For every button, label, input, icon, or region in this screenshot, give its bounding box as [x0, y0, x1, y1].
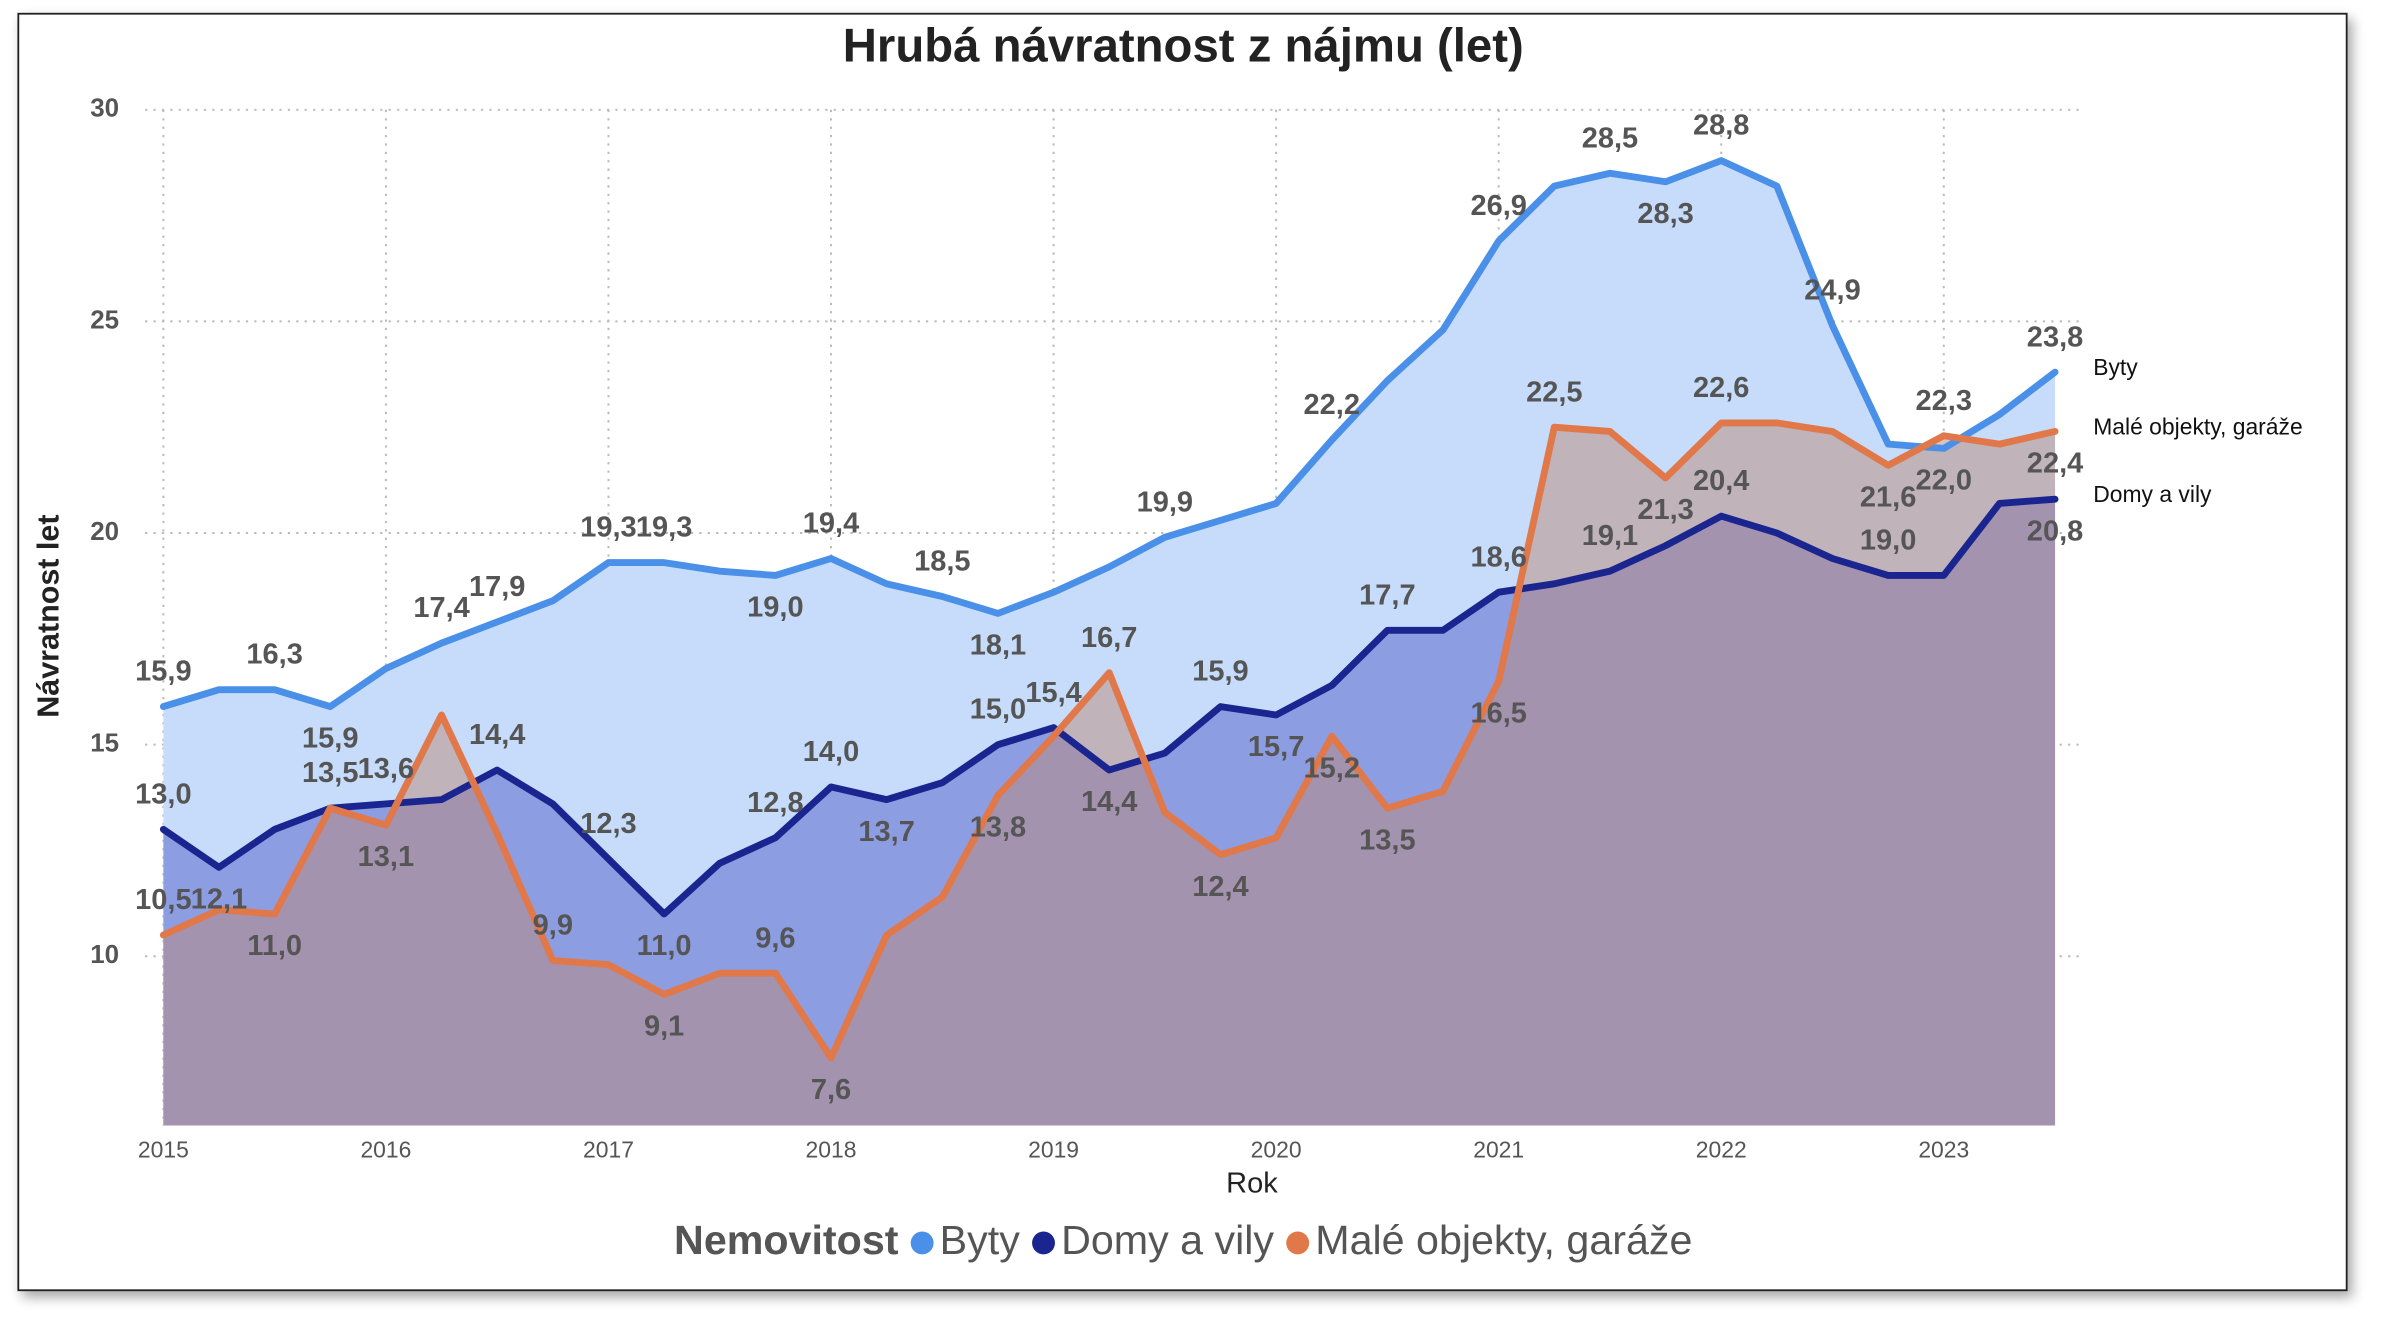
- data-label: 16,3: [246, 639, 302, 671]
- data-label: 12,4: [1192, 871, 1248, 903]
- y-tick-label: 10: [90, 941, 119, 969]
- data-label: 16,7: [1081, 622, 1137, 654]
- data-label: 19,1: [1582, 520, 1638, 552]
- data-label: 21,3: [1637, 494, 1693, 526]
- data-label: 18,5: [914, 546, 970, 578]
- y-axis-label: Návratnost let: [31, 515, 65, 718]
- legend-label: Domy a vily: [1061, 1217, 1274, 1263]
- legend-label: Byty: [940, 1217, 1021, 1263]
- data-label: 10,5: [135, 884, 191, 916]
- data-label: 9,9: [533, 910, 573, 942]
- data-label: 22,4: [2027, 448, 2083, 480]
- data-label: 14,0: [803, 736, 859, 768]
- data-label: 15,2: [1304, 752, 1360, 784]
- data-label: 17,4: [413, 592, 469, 624]
- data-label: 9,1: [644, 1011, 684, 1043]
- x-axis-label: Rok: [1226, 1168, 1278, 1200]
- data-label: 13,5: [1359, 824, 1415, 856]
- data-label: 18,1: [970, 630, 1026, 662]
- data-label: 28,5: [1582, 122, 1638, 154]
- y-tick-label: 15: [90, 730, 119, 758]
- data-label: 19,0: [747, 592, 803, 624]
- x-tick-label: 2017: [583, 1137, 634, 1163]
- data-label: 7,6: [811, 1074, 851, 1106]
- x-tick-label: 2019: [1028, 1137, 1079, 1163]
- x-tick-label: 2016: [360, 1137, 411, 1163]
- data-label: 24,9: [1804, 275, 1860, 307]
- data-label: 13,0: [135, 778, 191, 810]
- data-label: 12,1: [191, 884, 247, 916]
- data-label: 19,4: [803, 508, 859, 540]
- data-label: 11,0: [247, 930, 302, 962]
- lines: [159, 157, 2059, 1062]
- data-label: 19,3: [636, 512, 692, 544]
- data-label: 21,6: [1860, 482, 1916, 514]
- data-label: 12,8: [747, 787, 803, 819]
- data-label: 15,9: [302, 723, 358, 755]
- data-label: 19,3: [580, 512, 636, 544]
- line: [159, 157, 2059, 711]
- data-label: 20,4: [1693, 465, 1749, 497]
- y-tick-label: 30: [90, 95, 119, 123]
- data-label: 14,4: [1081, 786, 1137, 818]
- data-label: 14,4: [469, 719, 525, 751]
- data-label: 13,6: [358, 753, 414, 785]
- data-label: 16,5: [1470, 697, 1526, 729]
- legend-marker: [1286, 1231, 1310, 1255]
- data-label: 23,8: [2027, 321, 2083, 353]
- data-labels: 15,9 16,3 15,9 17,417,9 19,3 19,3 19,0 19,4 18,5…: [135, 110, 2303, 1106]
- data-label: 19,0: [1860, 524, 1916, 556]
- data-label: 18,6: [1470, 541, 1526, 573]
- data-label: 17,9: [469, 571, 525, 603]
- data-label: 22,6: [1693, 372, 1749, 404]
- data-label: 19,9: [1137, 486, 1193, 518]
- data-label: 28,8: [1693, 110, 1749, 142]
- data-label: 9,6: [755, 922, 795, 954]
- data-label: 13,1: [358, 841, 414, 873]
- data-label: 15,9: [135, 656, 191, 688]
- data-label: 22,5: [1526, 376, 1582, 408]
- data-label: 15,0: [970, 694, 1026, 726]
- area: [163, 422, 2056, 1126]
- y-tick-label: 20: [90, 518, 119, 546]
- legend-title: Nemovitost: [674, 1217, 899, 1263]
- x-tick-label: 2018: [806, 1137, 857, 1163]
- data-label: 15,4: [1025, 677, 1081, 709]
- x-tick-label: 2022: [1696, 1137, 1747, 1163]
- legend-marker: [1032, 1231, 1055, 1255]
- data-label: 22,3: [1916, 385, 1972, 417]
- data-label: 13,5: [302, 757, 358, 789]
- x-tick-label: 2023: [1918, 1137, 1969, 1163]
- data-label: 17,7: [1359, 579, 1415, 611]
- data-label: 15,7: [1248, 731, 1304, 763]
- data-label: 22,2: [1304, 389, 1360, 421]
- data-label: 20,8: [2027, 515, 2083, 547]
- chart-title: Hrubá návratnost z nájmu (let): [843, 19, 1524, 72]
- legend-label: Malé objekty, garáže: [1315, 1217, 1692, 1263]
- line: [159, 495, 2059, 918]
- line: [159, 419, 2059, 1062]
- data-label: 28,3: [1637, 198, 1693, 230]
- series-end-label: Byty: [2093, 354, 2138, 380]
- data-label: 13,7: [858, 816, 914, 848]
- x-tick-label: 2015: [138, 1137, 189, 1163]
- legend-marker: [910, 1231, 934, 1255]
- x-tick-label: 2020: [1251, 1137, 1302, 1163]
- series-end-label: Malé objekty, garáže: [2093, 413, 2302, 439]
- x-tick-label: 2021: [1473, 1137, 1524, 1163]
- data-label: 15,9: [1192, 656, 1248, 688]
- series-end-label: Domy a vily: [2093, 481, 2212, 507]
- data-label: 22,0: [1916, 465, 1972, 497]
- legend: Nemovitost Byty Domy a vily Malé objekty, g…: [674, 1217, 1692, 1263]
- data-label: 13,8: [970, 812, 1026, 844]
- data-label: 11,0: [637, 930, 692, 962]
- data-label: 12,3: [580, 808, 636, 840]
- data-label: 26,9: [1470, 190, 1526, 222]
- y-tick-label: 25: [90, 306, 119, 334]
